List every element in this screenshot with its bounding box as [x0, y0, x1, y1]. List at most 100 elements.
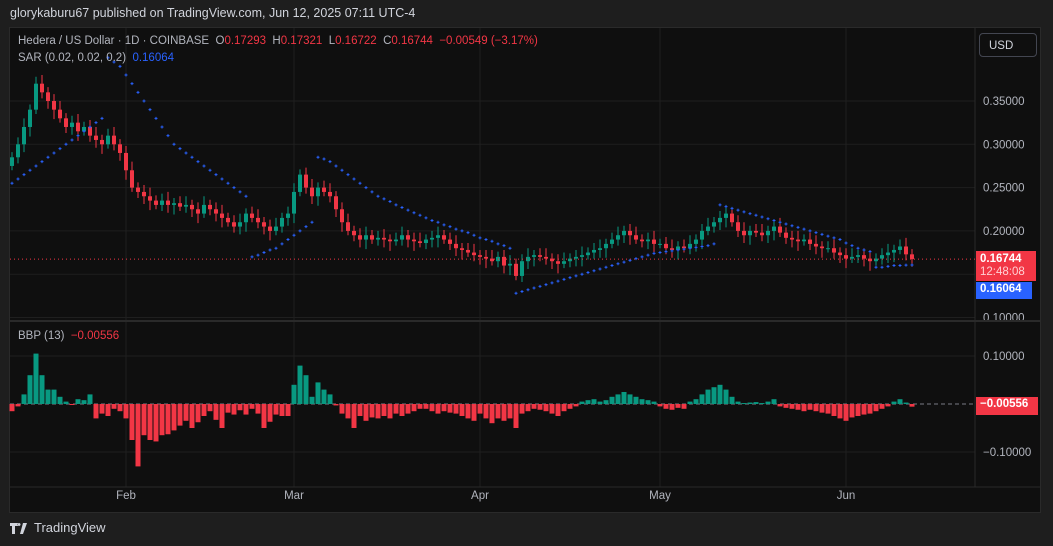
sar-point	[622, 260, 626, 264]
sar-point	[514, 291, 518, 295]
bbp-bar	[189, 404, 195, 428]
sar-point	[604, 265, 608, 269]
candle-body	[460, 248, 464, 250]
candle-body	[304, 174, 308, 188]
bbp-bar	[759, 403, 765, 405]
sar-point	[634, 257, 638, 261]
sar-point	[154, 116, 158, 120]
sar-point	[274, 246, 278, 250]
bbp-legend[interactable]: BBP (13) −0.00556	[18, 330, 119, 342]
candle-body	[580, 255, 584, 257]
candle-body	[514, 263, 518, 276]
sar-point	[904, 263, 908, 267]
bbp-bar	[129, 404, 135, 440]
bbp-bar	[573, 404, 579, 407]
candle-body	[448, 239, 452, 244]
symbol-legend: Hedera / US Dollar · 1D · COINBASE O0.17…	[18, 35, 538, 47]
candle-body	[370, 235, 374, 240]
sar-point	[52, 151, 56, 155]
candle-body	[604, 243, 608, 249]
low-value: 0.16722	[335, 35, 377, 47]
candle-body	[154, 200, 158, 205]
candle-body	[652, 239, 656, 244]
candle-body	[160, 200, 164, 205]
candle-body	[106, 135, 110, 145]
chart-frame[interactable]	[9, 27, 1041, 513]
bbp-bar	[303, 375, 309, 404]
sar-point	[316, 155, 320, 159]
bbp-bar	[693, 399, 699, 404]
bbp-bar	[117, 404, 123, 412]
candle-body	[358, 235, 362, 240]
candle-body	[520, 261, 524, 276]
candle-body	[250, 213, 254, 218]
candle-body	[388, 239, 392, 242]
sar-point	[724, 205, 728, 209]
sar-point	[532, 286, 536, 290]
sar-point	[346, 173, 350, 177]
bbp-bar	[555, 404, 561, 416]
candle-body	[622, 230, 626, 236]
candle-body	[550, 258, 554, 262]
sar-legend[interactable]: SAR (0.02, 0.02, 0.2) 0.16064	[18, 52, 174, 64]
sar-point	[448, 225, 452, 229]
candle-body	[790, 237, 794, 240]
candle-body	[442, 235, 446, 240]
sar-point	[868, 250, 872, 254]
sar-point	[892, 264, 896, 268]
tradingview-logo[interactable]: TradingView	[10, 520, 106, 535]
sar-point	[172, 142, 176, 146]
sar-point	[166, 134, 170, 138]
bbp-bar	[771, 399, 777, 404]
price-tick-label: 0.35000	[983, 96, 1025, 108]
bbp-bar	[717, 384, 723, 404]
bbp-bar	[75, 399, 81, 404]
sar-point	[292, 233, 296, 237]
bbp-bar	[609, 396, 615, 404]
bbp-bar	[561, 404, 567, 412]
sar-point	[790, 224, 794, 228]
candle-body	[844, 255, 848, 259]
candle-body	[910, 254, 914, 260]
sar-point	[412, 211, 416, 215]
sar-point	[712, 242, 716, 246]
sar-point	[850, 244, 854, 248]
candle-body	[274, 226, 278, 231]
bbp-bar	[99, 404, 105, 414]
sar-point	[388, 199, 392, 203]
bbp-bar	[867, 404, 873, 414]
bbp-value: −0.00556	[70, 330, 120, 342]
bbp-bar	[459, 404, 465, 416]
sar-point	[460, 229, 464, 233]
bbp-bar	[453, 404, 459, 414]
sar-point	[454, 227, 458, 231]
bbp-bar	[615, 394, 621, 404]
sar-point	[880, 265, 884, 269]
price-tick-label: 0.30000	[983, 139, 1025, 151]
candle-body	[94, 135, 98, 140]
candle-body	[694, 239, 698, 244]
currency-button[interactable]: USD	[979, 33, 1037, 57]
sar-point	[22, 173, 26, 177]
candle-body	[862, 255, 866, 259]
sar-point	[28, 168, 32, 172]
bbp-bar	[639, 399, 645, 404]
candle-body	[76, 122, 80, 132]
close-value: 0.16744	[391, 35, 433, 47]
sar-label: SAR (0.02, 0.02, 0.2)	[18, 52, 127, 64]
bbp-bar	[321, 389, 327, 404]
sar-point	[100, 116, 104, 120]
candle-body	[316, 187, 320, 197]
sar-point	[550, 281, 554, 285]
sar-point	[76, 134, 80, 138]
price-tick-label: 0.10000	[983, 313, 1025, 325]
bbp-bar	[471, 404, 477, 421]
sar-point	[124, 73, 128, 77]
sar-point	[748, 212, 752, 216]
sar-point	[670, 249, 674, 253]
candle-body	[418, 241, 422, 244]
bbp-bar	[237, 404, 243, 411]
bbp-bar	[249, 404, 255, 409]
sar-point	[364, 186, 368, 190]
